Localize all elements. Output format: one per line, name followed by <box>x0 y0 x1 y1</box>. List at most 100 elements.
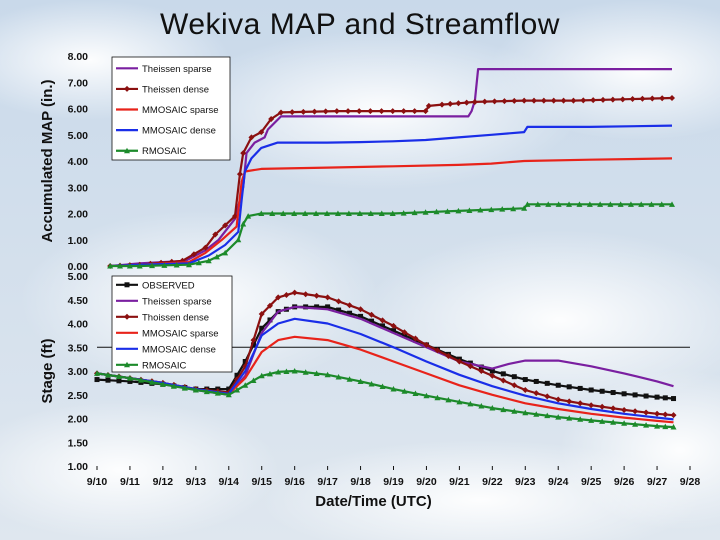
x-axis-label: Date/Time (UTC) <box>315 493 431 510</box>
data-point <box>629 96 636 103</box>
data-point <box>489 372 496 379</box>
data-point <box>213 253 220 260</box>
data-point <box>466 207 473 213</box>
y-tick-label: 2.50 <box>68 390 89 402</box>
series-line <box>110 67 672 268</box>
data-point <box>439 101 445 108</box>
data-point <box>422 108 429 115</box>
data-point <box>521 97 528 104</box>
legend-label: Theissen dense <box>142 84 209 95</box>
y-tick-label: 3.50 <box>68 342 89 354</box>
data-point <box>534 201 541 207</box>
y-axis-label: Stage (ft) <box>39 339 56 404</box>
data-point <box>324 371 331 378</box>
data-point <box>545 201 552 207</box>
data-point <box>390 322 397 329</box>
data-point <box>500 371 506 377</box>
data-point <box>522 409 529 416</box>
data-point <box>314 304 320 310</box>
data-point <box>368 380 375 387</box>
data-point <box>511 382 518 389</box>
data-point <box>225 391 232 398</box>
data-point <box>588 417 595 423</box>
data-point <box>280 210 287 216</box>
data-point <box>115 373 122 380</box>
data-point <box>588 402 595 409</box>
data-point <box>481 98 488 105</box>
x-tick-label: 9/13 <box>186 476 207 488</box>
data-point <box>283 292 290 298</box>
data-point <box>148 379 155 385</box>
data-point <box>654 410 661 417</box>
data-point <box>412 335 419 342</box>
data-point <box>333 108 340 115</box>
data-point <box>267 317 273 323</box>
data-point <box>275 294 282 301</box>
data-point <box>632 392 638 398</box>
data-point <box>266 302 273 309</box>
data-point <box>491 98 498 105</box>
data-point <box>489 405 496 411</box>
data-point <box>555 382 561 388</box>
data-point <box>266 370 273 377</box>
map-chart: 0.00 1.00 2.00 3.00 4.00 5.00 6.00 7.00 8.00 Accu… <box>39 51 675 273</box>
data-point <box>411 108 418 115</box>
series-rmosaic <box>107 201 675 269</box>
data-point <box>521 205 528 211</box>
data-point <box>240 221 247 227</box>
data-point <box>501 98 508 105</box>
x-tick-label: 9/22 <box>482 476 503 488</box>
legend-label: MMOSAIC dense <box>142 344 216 355</box>
data-point <box>283 368 290 374</box>
data-point <box>643 422 650 428</box>
data-point <box>345 210 352 216</box>
data-point <box>658 201 665 207</box>
x-tick-label: 9/16 <box>284 476 305 488</box>
data-point <box>467 400 474 407</box>
data-point <box>639 95 646 102</box>
data-point <box>116 378 122 384</box>
data-point <box>300 108 307 115</box>
y-tick-label: 6.00 <box>68 104 89 116</box>
data-point <box>433 208 440 215</box>
data-point <box>202 244 209 251</box>
series-theissen-dense <box>107 95 675 269</box>
data-point <box>544 380 550 386</box>
data-point <box>400 108 407 115</box>
data-point <box>242 359 248 364</box>
data-point <box>313 210 320 216</box>
legend-label: MMOSAIC dense <box>142 126 216 137</box>
data-point <box>533 378 539 384</box>
series-mmosaic-sparse <box>110 157 673 268</box>
data-point <box>425 102 432 109</box>
data-point <box>347 310 353 316</box>
data-point <box>434 394 441 401</box>
data-point <box>488 206 495 213</box>
x-tick-label: 9/12 <box>153 476 174 488</box>
data-point <box>258 311 265 317</box>
data-point <box>577 400 584 407</box>
legend-marker <box>124 85 130 92</box>
data-point <box>173 262 180 268</box>
data-point <box>127 378 133 384</box>
data-point <box>335 374 342 380</box>
data-point <box>104 371 111 378</box>
data-point <box>570 97 577 104</box>
data-point <box>379 383 386 390</box>
x-tick-label: 9/24 <box>548 476 569 488</box>
y-tick-label: 1.00 <box>68 461 89 473</box>
y-tick-label: 3.00 <box>68 366 89 378</box>
data-point <box>325 304 331 310</box>
legend-marker <box>124 361 130 368</box>
data-point <box>291 210 298 216</box>
x-tick-label: 9/17 <box>317 476 338 488</box>
data-point <box>511 408 518 414</box>
data-point <box>248 134 255 141</box>
data-point <box>456 358 463 365</box>
data-point <box>555 396 562 403</box>
data-point <box>324 210 330 216</box>
x-tick-label: 9/27 <box>647 476 668 488</box>
data-point <box>311 108 318 115</box>
data-point <box>434 347 441 354</box>
x-tick-label: 9/26 <box>614 476 635 488</box>
